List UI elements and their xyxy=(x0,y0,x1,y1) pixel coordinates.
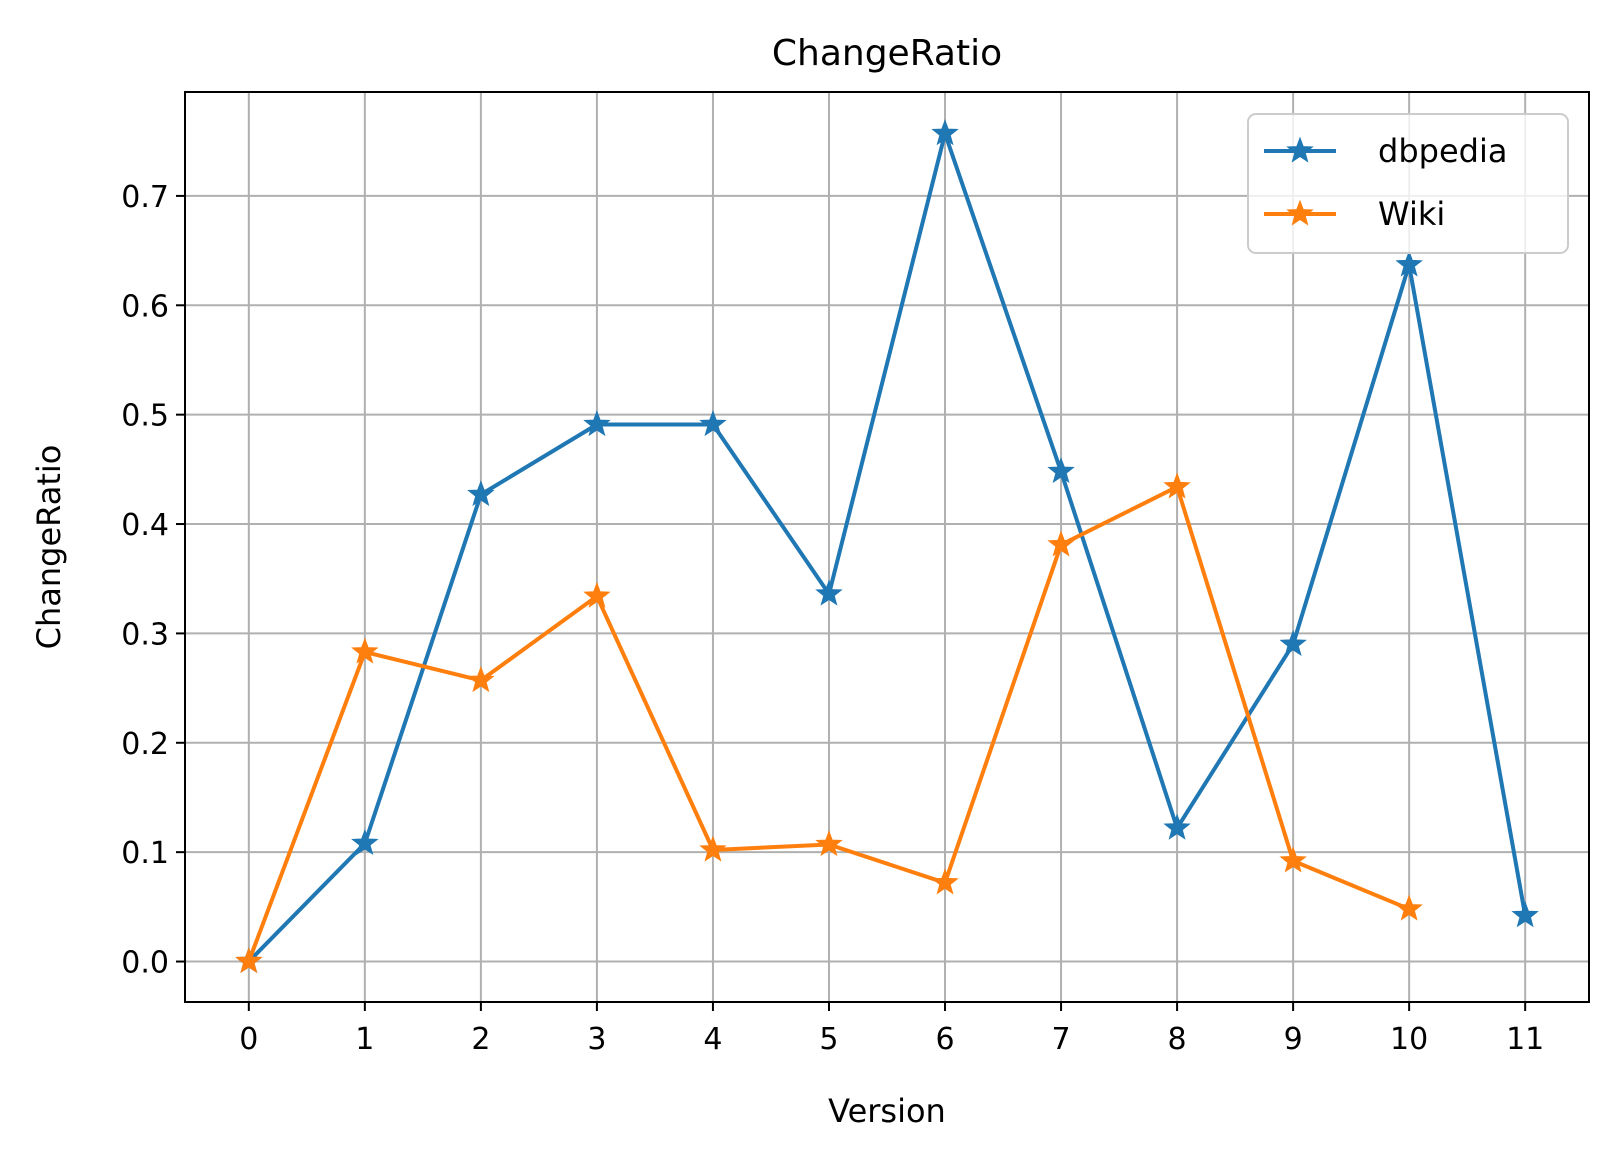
legend-box xyxy=(1247,113,1569,254)
data-point-dbpedia xyxy=(1395,250,1423,277)
data-point-wiki xyxy=(583,581,611,608)
y-tick-label: 0.4 xyxy=(121,508,169,543)
data-point-wiki xyxy=(1395,894,1423,921)
y-tick-label: 0.7 xyxy=(121,180,169,215)
legend-marker-wiki xyxy=(1286,199,1314,226)
data-point-wiki xyxy=(467,665,495,693)
data-point-wiki xyxy=(699,835,727,862)
data-point-dbpedia xyxy=(931,119,959,146)
ticks: 0 1 2 3 4 5 6 7 8 9 10 11 0.0 0.1 0.2 0.3 0.4 0.5 0.6 0.7 xyxy=(121,180,1544,1057)
data-point-wiki xyxy=(351,637,379,664)
x-tick-label: 9 xyxy=(1284,1022,1303,1057)
series-layer xyxy=(235,119,1539,974)
plot-frame xyxy=(184,91,1590,1003)
data-point-dbpedia xyxy=(699,410,727,437)
x-tick-label: 11 xyxy=(1506,1022,1544,1057)
y-tick-label: 0.6 xyxy=(121,289,169,324)
x-tick-label: 3 xyxy=(587,1022,606,1057)
data-point-wiki xyxy=(1279,846,1307,873)
data-point-dbpedia xyxy=(1047,457,1075,484)
series-line-dbpedia xyxy=(247,131,1528,963)
data-point-dbpedia xyxy=(1279,629,1307,657)
data-point-wiki xyxy=(235,947,263,974)
legend: dbpedia Wiki xyxy=(1247,113,1569,254)
legend-label-dbpedia: dbpedia xyxy=(1378,132,1507,170)
data-point-dbpedia xyxy=(351,828,379,856)
x-tick-label: 7 xyxy=(1052,1022,1071,1057)
x-tick-label: 0 xyxy=(239,1022,258,1057)
y-tick-label: 0.3 xyxy=(121,617,169,652)
data-point-wiki xyxy=(1163,472,1191,499)
data-point-dbpedia xyxy=(1163,813,1191,840)
data-point-dbpedia xyxy=(583,410,611,437)
chart-title: ChangeRatio xyxy=(772,33,1002,74)
y-tick-label: 0.2 xyxy=(121,727,169,762)
legend-marker-dbpedia xyxy=(1286,136,1314,163)
data-point-wiki xyxy=(815,830,843,857)
x-tick-label: 10 xyxy=(1390,1022,1428,1057)
x-tick-label: 8 xyxy=(1168,1022,1187,1057)
y-axis-label: ChangeRatio xyxy=(30,445,68,650)
data-point-dbpedia xyxy=(815,579,843,606)
data-point-dbpedia xyxy=(1511,901,1539,928)
x-tick-label: 2 xyxy=(471,1022,490,1057)
data-point-dbpedia xyxy=(467,480,495,507)
x-tick-label: 4 xyxy=(703,1022,722,1057)
legend-label-wiki: Wiki xyxy=(1378,195,1445,233)
data-point-wiki xyxy=(931,868,959,895)
x-tick-label: 6 xyxy=(935,1022,954,1057)
data-point-wiki xyxy=(1047,530,1075,557)
y-tick-label: 0.5 xyxy=(121,399,169,434)
y-tick-label: 0.1 xyxy=(121,836,169,871)
x-tick-label: 5 xyxy=(819,1022,838,1057)
x-tick-label: 1 xyxy=(355,1022,374,1057)
x-axis-label: Version xyxy=(828,1092,946,1130)
y-tick-label: 0.0 xyxy=(121,946,169,981)
